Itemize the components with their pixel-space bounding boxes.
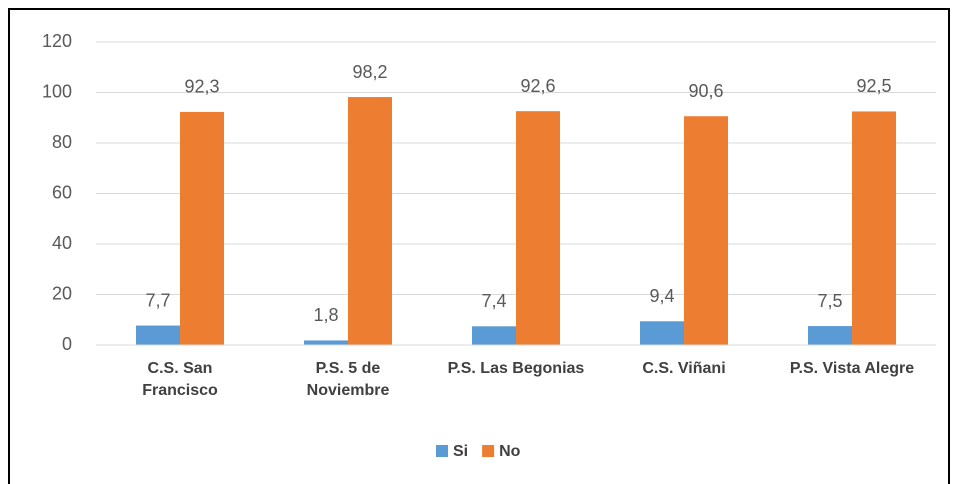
bar [852, 111, 896, 345]
y-tick-label: 80 [52, 132, 72, 152]
value-label: 7,5 [817, 291, 842, 311]
bar [136, 325, 180, 345]
legend-label: No [499, 443, 521, 460]
bar [180, 111, 224, 345]
bar [684, 116, 728, 345]
value-label: 9,4 [649, 286, 674, 306]
value-label: 90,6 [688, 81, 723, 101]
bar [472, 326, 516, 345]
x-tick-label: C.S. Viñani [642, 360, 726, 377]
value-label: 92,3 [184, 77, 219, 97]
y-tick-label: 120 [42, 31, 72, 51]
y-tick-label: 60 [52, 182, 72, 202]
y-tick-label: 100 [42, 81, 72, 101]
chart-border [8, 8, 950, 484]
bar [640, 321, 684, 345]
y-tick-label: 40 [52, 233, 72, 253]
x-tick-label: P.S. Las Begonias [447, 360, 585, 377]
x-tick-label: P.S. 5 de Noviembre [306, 360, 390, 399]
legend-swatch [482, 445, 495, 457]
x-tick-label: C.S. San Francisco [142, 360, 218, 399]
value-label: 7,7 [145, 290, 170, 310]
legend-swatch [436, 445, 448, 457]
bar [516, 111, 560, 345]
legend-label: Si [453, 443, 468, 460]
value-label: 92,5 [856, 76, 891, 96]
bar [808, 326, 852, 345]
value-label: 1,8 [313, 305, 338, 325]
bar [304, 340, 348, 345]
bar [348, 97, 392, 345]
value-label: 92,6 [520, 76, 555, 96]
y-tick-label: 20 [52, 283, 72, 303]
value-label: 7,4 [481, 291, 506, 311]
value-label: 98,2 [352, 62, 387, 82]
y-tick-label: 0 [62, 334, 72, 354]
x-tick-label: P.S. Vista Alegre [789, 360, 915, 377]
